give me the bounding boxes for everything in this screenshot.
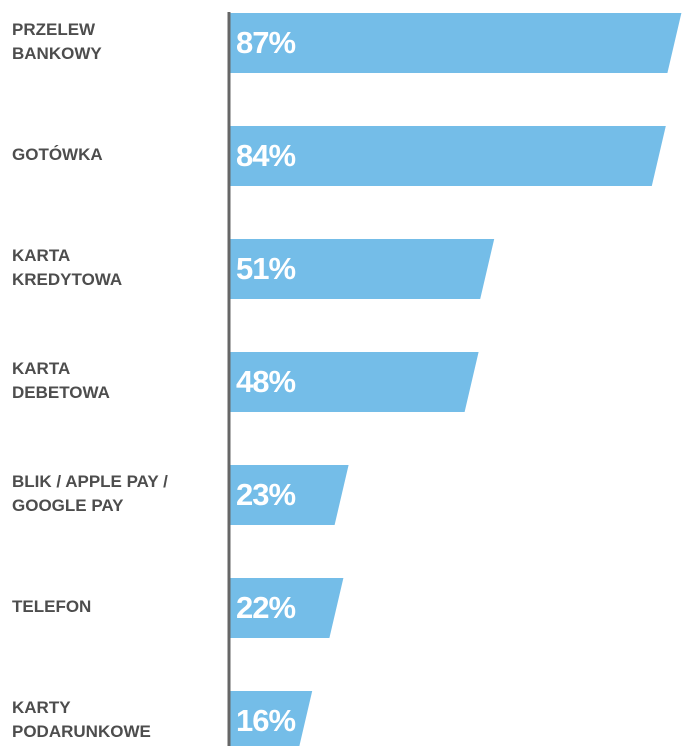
bar bbox=[229, 352, 479, 412]
bar-value-label: 16% bbox=[236, 703, 295, 738]
bar bbox=[229, 465, 349, 525]
category-label-line: KARTA bbox=[12, 246, 70, 265]
bar-value-label: 48% bbox=[236, 364, 295, 399]
category-label: BLIK / APPLE PAY / GOOGLE PAY bbox=[12, 472, 168, 515]
bar bbox=[229, 578, 344, 638]
bar bbox=[229, 691, 313, 746]
bar-value-label: 51% bbox=[236, 251, 295, 286]
category-label-line: BLIK / APPLE PAY / bbox=[12, 472, 168, 491]
category-label: PRZELEW BANKOWY bbox=[12, 20, 102, 63]
category-label-line: BANKOWY bbox=[12, 44, 102, 63]
bar-value-label: 87% bbox=[236, 25, 295, 60]
bar-value-label: 84% bbox=[236, 138, 295, 173]
category-label: TELEFON bbox=[12, 597, 91, 616]
category-label-line: TELEFON bbox=[12, 597, 91, 616]
category-label-line: GOTÓWKA bbox=[12, 145, 103, 164]
category-label: KARTY PODARUNKOWE bbox=[12, 698, 151, 741]
bar bbox=[229, 13, 682, 73]
category-label: KARTA KREDYTOWA bbox=[12, 246, 122, 289]
category-label-line: DEBETOWA bbox=[12, 383, 110, 402]
bar-value-label: 22% bbox=[236, 590, 295, 625]
category-label: GOTÓWKA bbox=[12, 145, 103, 164]
bar-value-label: 23% bbox=[236, 477, 295, 512]
bar bbox=[229, 239, 495, 299]
category-label-line: GOOGLE PAY bbox=[12, 496, 124, 515]
category-label-line: KREDYTOWA bbox=[12, 270, 122, 289]
bar bbox=[229, 126, 666, 186]
category-label-line: PODARUNKOWE bbox=[12, 722, 151, 741]
category-label-line: KARTY bbox=[12, 698, 71, 717]
category-label-line: KARTA bbox=[12, 359, 70, 378]
category-label-line: PRZELEW bbox=[12, 20, 96, 39]
category-label: KARTA DEBETOWA bbox=[12, 359, 110, 402]
